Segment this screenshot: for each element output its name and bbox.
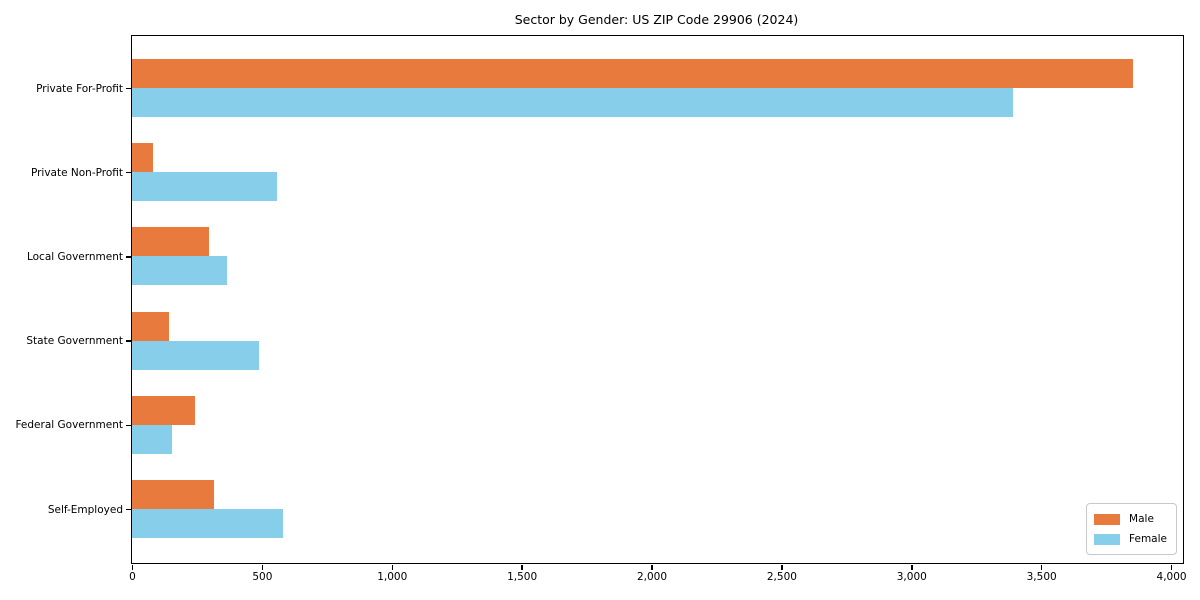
x-tick-mark	[261, 565, 264, 570]
bar-male-federal-government	[132, 395, 196, 425]
x-tick-mark	[1040, 565, 1043, 570]
x-tick-label-1500: 1,500	[507, 571, 538, 583]
x-tick-label-4000: 4,000	[1156, 571, 1187, 583]
bar-female-private-for-profit	[132, 88, 1013, 117]
x-tick-label-0: 0	[129, 571, 136, 583]
y-tick-label-private-for-profit: Private For-Profit	[36, 82, 123, 95]
bar-male-private-non-profit	[132, 143, 153, 173]
bar-female-private-non-profit	[132, 172, 277, 202]
x-tick-mark	[391, 565, 393, 570]
bar-male-local-government	[132, 227, 210, 257]
legend-label-female: Female	[1129, 533, 1167, 545]
legend: Male Female	[1086, 503, 1177, 555]
y-tick-label-self-employed: Self-Employed	[47, 503, 123, 516]
x-tick-label-1000: 1,000	[377, 571, 408, 583]
x-tick-mark	[1170, 565, 1173, 570]
x-tick-label-500: 500	[252, 571, 273, 583]
y-tick-mark	[126, 340, 131, 342]
y-tick-label-federal-government: Federal Government	[15, 419, 123, 432]
x-tick-label-3000: 3,000	[896, 571, 927, 583]
y-tick-label-state-government: State Government	[26, 335, 123, 348]
legend-item-male: Male	[1094, 509, 1167, 529]
x-tick-label-2500: 2,500	[766, 571, 797, 583]
y-tick-mark	[126, 171, 131, 174]
bar-female-local-government	[132, 256, 228, 286]
x-tick-label-2000: 2,000	[636, 571, 668, 583]
bar-female-federal-government	[132, 424, 173, 454]
x-tick-mark	[131, 565, 134, 570]
x-tick-mark	[911, 565, 913, 570]
legend-swatch-male	[1094, 513, 1121, 525]
chart-title: Sector by Gender: US ZIP Code 29906 (202…	[514, 12, 799, 27]
bar-male-self-employed	[132, 480, 215, 509]
y-tick-mark	[126, 508, 131, 511]
plot-area: Male Female	[131, 35, 1184, 564]
x-tick-label-3500: 3,500	[1026, 571, 1057, 583]
bar-female-state-government	[132, 340, 260, 370]
legend-swatch-female	[1094, 533, 1121, 545]
x-tick-mark	[521, 565, 523, 570]
y-tick-mark	[126, 87, 131, 90]
legend-label-male: Male	[1129, 513, 1154, 525]
legend-item-female: Female	[1094, 529, 1167, 549]
y-tick-label-local-government: Local Government	[26, 250, 123, 263]
bar-male-state-government	[132, 311, 170, 341]
bar-female-self-employed	[132, 509, 283, 538]
y-tick-mark	[126, 424, 131, 427]
y-tick-mark	[126, 256, 131, 258]
y-tick-label-private-non-profit: Private Non-Profit	[30, 166, 123, 179]
bar-male-private-for-profit	[132, 59, 1134, 88]
x-tick-mark	[651, 565, 653, 570]
x-tick-mark	[781, 565, 783, 570]
